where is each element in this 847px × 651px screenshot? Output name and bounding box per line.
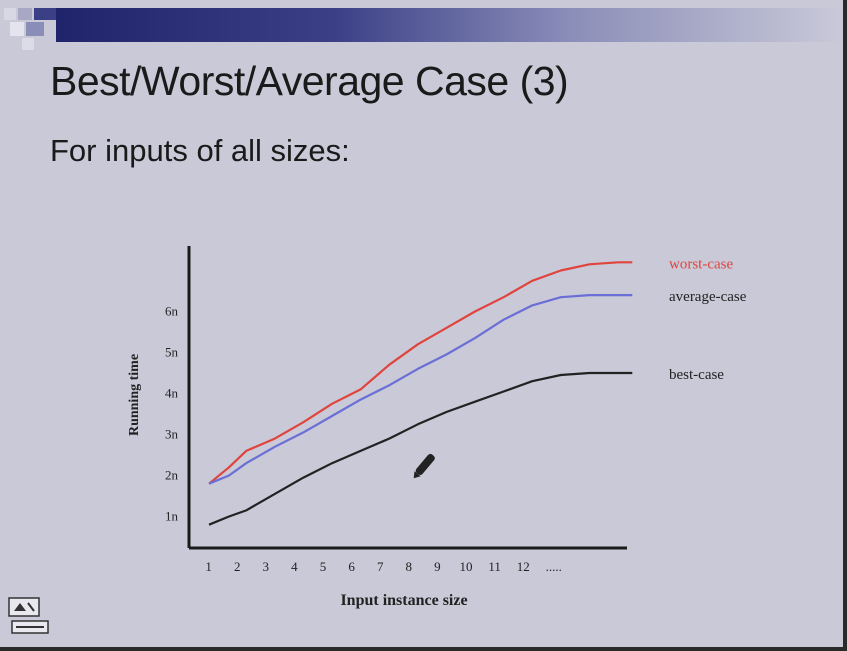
y-tick-label: 1n bbox=[165, 509, 179, 524]
y-tick-labels: 1n 2n 3n 4n 5n 6n bbox=[165, 304, 179, 524]
y-tick-label: 4n bbox=[165, 386, 179, 401]
y-axis-label: Running time bbox=[127, 354, 142, 436]
corner-decoration bbox=[4, 8, 56, 58]
worst-case-label: worst-case bbox=[669, 256, 733, 272]
x-tick-label: 4 bbox=[291, 559, 298, 574]
x-axis-label: Input instance size bbox=[340, 592, 467, 609]
x-tick-label: 8 bbox=[406, 559, 413, 574]
worst-case-line bbox=[208, 261, 633, 485]
title-bar-gradient bbox=[56, 8, 843, 42]
x-tick-label: 7 bbox=[377, 559, 384, 574]
slide-subtitle: For inputs of all sizes: bbox=[50, 133, 350, 168]
slide-title: Best/Worst/Average Case (3) bbox=[50, 58, 569, 104]
series-lines bbox=[208, 261, 633, 526]
x-tick-label: 6 bbox=[348, 559, 355, 574]
average-case-line bbox=[208, 294, 633, 485]
x-tick-label: 11 bbox=[488, 559, 501, 574]
x-tick-label: 2 bbox=[234, 559, 241, 574]
x-tick-label: 10 bbox=[460, 559, 473, 574]
x-tick-label: 1 bbox=[205, 559, 212, 574]
y-tick-label: 6n bbox=[165, 304, 179, 319]
x-tick-label: 3 bbox=[263, 559, 270, 574]
y-tick-label: 3n bbox=[165, 427, 179, 442]
x-tick-label: 5 bbox=[320, 559, 327, 574]
y-tick-label: 5n bbox=[165, 345, 179, 360]
pen-cursor-icon bbox=[413, 453, 435, 479]
best-case-line bbox=[208, 371, 633, 526]
y-tick-label: 2n bbox=[165, 468, 179, 483]
x-tick-labels: 1 2 3 4 5 6 7 8 9 10 11 12..... bbox=[205, 559, 562, 574]
x-tick-label: 12 bbox=[517, 559, 530, 574]
x-tick-label: 9 bbox=[434, 559, 441, 574]
series-labels: worst-case average-case best-case bbox=[669, 256, 747, 383]
best-case-label: best-case bbox=[669, 367, 724, 383]
x-tick-label: ..... bbox=[546, 559, 562, 574]
slide-nav-icon[interactable] bbox=[8, 597, 52, 637]
average-case-label: average-case bbox=[669, 289, 747, 305]
